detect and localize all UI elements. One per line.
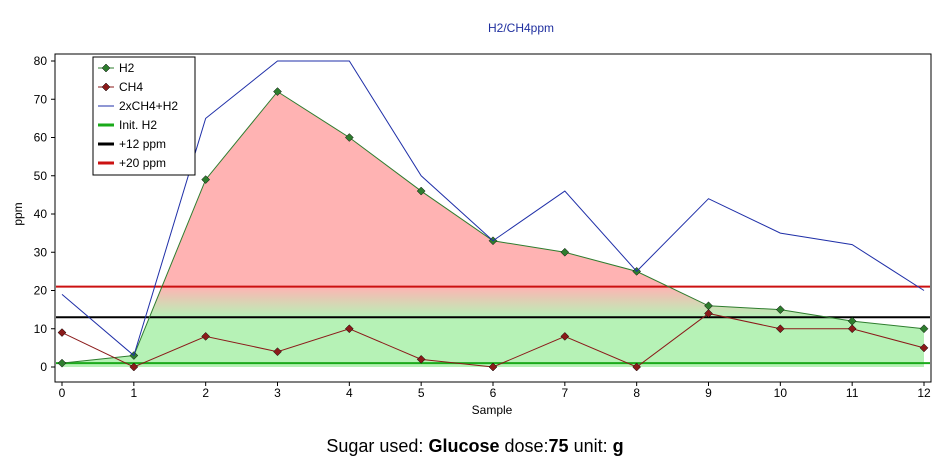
x-tick-label: 12 [917, 386, 931, 400]
y-axis-title: ppm [11, 202, 25, 225]
legend: H2 CH4 2xCH4+H2 Init. H2 +12 ppm +20 ppm [92, 56, 196, 176]
ch4-point [847, 324, 857, 334]
y-tick-label: 40 [34, 207, 48, 221]
legend-marker-ch4 [101, 82, 111, 92]
ch4-point [488, 362, 498, 372]
h2-point [344, 133, 354, 142]
y-tick-label: 0 [40, 360, 47, 374]
ch4-point [129, 362, 139, 372]
legend-item-h2: H2 [98, 61, 135, 75]
x-tick-label: 3 [274, 386, 281, 400]
x-tick-label: 1 [130, 386, 137, 400]
ch4-point [775, 324, 785, 334]
caption-dose-label: dose: [504, 436, 549, 456]
h2-point [416, 186, 426, 196]
h2-point [775, 305, 785, 314]
legend-item-ch4: CH4 [98, 80, 143, 94]
ch4-point [704, 309, 713, 318]
y-tick-label: 70 [34, 92, 48, 106]
ch4-point [919, 343, 929, 353]
legend-box [92, 56, 196, 176]
legend-item-20-ppm: +20 ppm [98, 156, 166, 170]
caption-unit-value: g [612, 436, 624, 456]
legend-label-h2: H2 [119, 61, 135, 75]
legend-label-20-ppm: +20 ppm [119, 156, 166, 170]
plot-area [54, 53, 932, 383]
x-axis-title: Sample [472, 403, 513, 417]
h2-point [201, 175, 211, 184]
legend-item-2xch4-h2: 2xCH4+H2 [98, 99, 178, 113]
y-tick-label: 50 [34, 169, 48, 183]
h2-point [57, 358, 67, 368]
h2-point [919, 324, 929, 334]
x-tick-label: 10 [774, 386, 788, 400]
x-tick-label: 7 [561, 386, 568, 400]
legend-item-12-ppm: +12 ppm [98, 137, 166, 151]
y-tick-label: 60 [34, 131, 48, 145]
h2-area-fill [62, 91, 924, 367]
caption-sugar-value: Glucose [428, 436, 500, 456]
y-tick-label: 30 [34, 245, 48, 259]
ch4-point [560, 332, 570, 341]
y-tick-label: 80 [34, 54, 48, 68]
ch4-point [344, 324, 354, 334]
x-tick-label: 9 [705, 386, 712, 400]
ch4-point [273, 347, 282, 357]
ch4-point [57, 328, 67, 337]
x-tick-label: 8 [633, 386, 640, 400]
ch4-point [201, 332, 211, 341]
legend-label-init-h2: Init. H2 [119, 118, 157, 132]
ch4-point [632, 362, 642, 372]
x-tick-label: 11 [846, 386, 859, 400]
legend-marker-h2 [101, 63, 111, 73]
y-tick-label: 20 [34, 284, 48, 298]
chart-title: H2/CH4ppm [488, 21, 554, 35]
caption-sugar-label: Sugar used: [326, 436, 424, 456]
legend-item-init-h2: Init. H2 [98, 118, 157, 132]
legend-label-2xch4-h2: 2xCH4+H2 [119, 99, 178, 113]
x-tick-label: 5 [418, 386, 425, 400]
caption-unit-label: unit: [573, 436, 608, 456]
x-tick-label: 4 [346, 386, 353, 400]
chart-caption: Sugar used: Glucose dose:75 unit: g [0, 436, 950, 457]
ch4-point [416, 354, 426, 364]
h2-point [560, 247, 570, 257]
h2-point [273, 87, 282, 96]
2xch4-h2-series-line [61, 60, 925, 357]
caption-dose-value: 75 [548, 436, 569, 456]
legend-label-12-ppm: +12 ppm [119, 137, 166, 151]
x-tick-label: 6 [490, 386, 497, 400]
x-tick-label: 2 [202, 386, 209, 400]
legend-label-ch4: CH4 [119, 80, 143, 94]
x-tick-label: 0 [59, 386, 66, 400]
y-tick-label: 10 [34, 322, 48, 336]
